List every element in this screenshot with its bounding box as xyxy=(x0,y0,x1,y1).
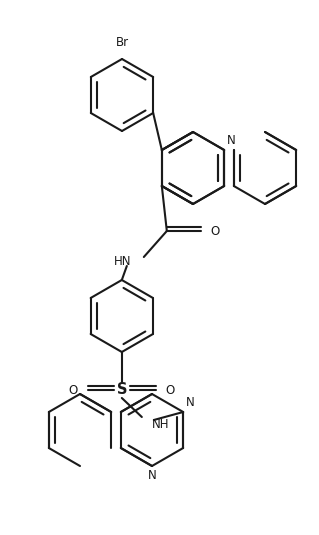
Text: S: S xyxy=(116,383,127,398)
Text: HN: HN xyxy=(114,255,132,268)
Text: O: O xyxy=(211,225,220,238)
Text: Br: Br xyxy=(115,36,129,49)
Text: N: N xyxy=(148,469,156,482)
Text: N: N xyxy=(227,134,236,147)
Text: N: N xyxy=(186,396,195,409)
Text: O: O xyxy=(69,384,78,396)
Text: NH: NH xyxy=(152,418,169,432)
Text: O: O xyxy=(166,384,175,396)
